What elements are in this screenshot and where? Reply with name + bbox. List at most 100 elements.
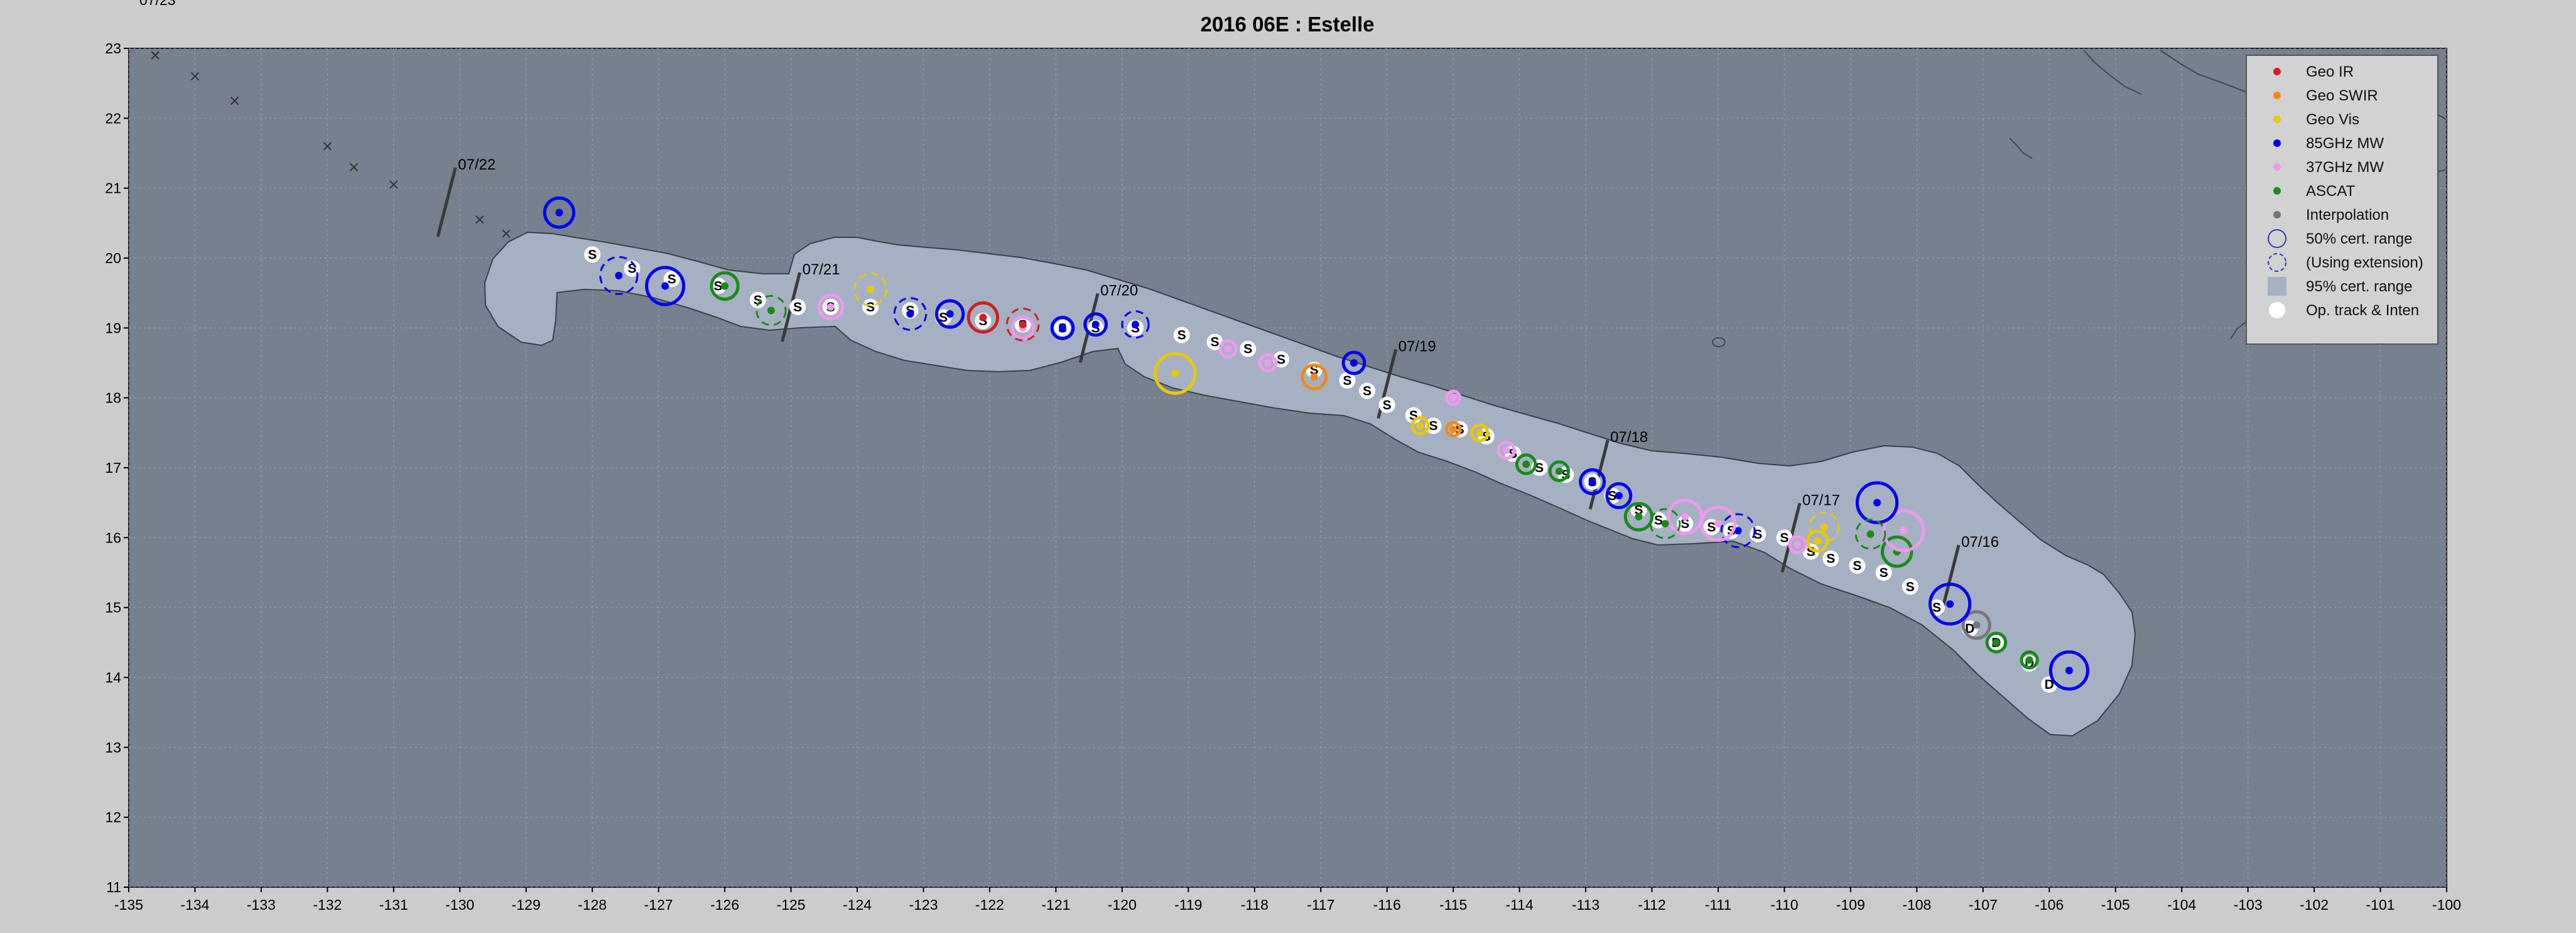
decay-x-mark [230,96,239,105]
op-track-dot [1902,578,1918,595]
x-tick-label: -135 [114,897,143,913]
op-track-intensity: S [1243,342,1252,357]
op-track-dot [1240,340,1257,357]
day-marker-label: 07/22 [458,156,495,173]
fix-dot-mw85 [906,310,914,318]
op-track-dot [1173,326,1190,343]
op-track-dot [624,260,641,277]
legend-label: 50% cert. range [2306,230,2412,247]
y-tick-label: 21 [105,180,121,197]
fix-dot-mw85 [946,310,954,318]
fix-dot-geo_swir [1449,425,1458,433]
y-tick-label: 14 [105,669,121,686]
y-tick-label: 22 [105,110,121,126]
plot-area [128,48,2447,888]
x-tick-label: -110 [1770,897,1798,913]
op-track-intensity: S [1853,559,1861,573]
fix-dot-mw37 [1224,345,1232,353]
fix-cert-circle-geo_swir [1301,363,1328,391]
x-tick-label: -106 [2035,897,2064,913]
x-tick-label: -100 [2432,897,2461,913]
legend-label: 85GHz MW [2306,135,2384,152]
x-tick-label: -124 [843,897,872,913]
x-tick-label: -121 [1041,897,1070,913]
x-tick-label: -130 [445,897,474,913]
fix-dot-ascat [1555,467,1563,475]
fix-cert-circle-mw85 [645,266,686,306]
fix-dot-geo_vis [1416,422,1424,430]
op-track-intensity: D [1965,622,1974,636]
fix-cert-circle-mw85 [1928,582,1972,626]
decay-x-mark [151,51,160,60]
fix-dot-mw85 [1131,320,1139,328]
fix-dot-geo_swir [1310,373,1318,381]
op-track-intensity: S [1608,489,1616,504]
fix-cert-circle-mw85 [1605,482,1633,510]
fix-dot-geo_ir [1019,320,1027,328]
legend-label: 95% cert. range [2306,278,2412,295]
fix-dot-geo_vis [1814,537,1822,545]
fix-cert-circle-mw85 [1341,350,1366,375]
op-track-intensity: S [1826,552,1835,566]
fix-cert-circle-mw37 [1788,535,1807,554]
op-track-intensity: S [939,311,948,325]
op-track-dot [1875,564,1892,581]
op-track-intensity: S [1210,335,1219,350]
fix-cert-circle-ascat [755,294,787,326]
fix-dot-mw37 [1449,394,1458,402]
x-tick-label: -120 [1108,897,1137,913]
op-track-intensity: S [1654,514,1663,528]
op-track-intensity: S [1780,531,1789,545]
fix-dot-mw85 [1091,320,1100,328]
op-track-dot [1425,418,1442,434]
op-track-intensity: S [793,300,802,315]
fix-cert-circle-mw37 [1667,499,1704,535]
x-tick-label: -126 [710,897,739,913]
legend-symbol-dot [2273,116,2281,123]
fix-cert-circle-geo_vis [853,272,887,306]
op-track-intensity: S [1363,384,1372,399]
fix-cert-circle-geo_vis [1410,416,1430,436]
legend-symbol-dot [2273,68,2281,75]
op-track-dot [789,298,806,315]
legend-symbol-dot [2273,139,2281,147]
fix-dot-mw85 [1058,324,1066,332]
x-axis-ticks: -135 -134 -133 -132 -131 -130 -129 -128 -127 -126… [114,887,2461,913]
fix-cert-circle-mw37 [1445,389,1462,406]
y-tick-label: 23 [105,40,121,57]
fix-cert-circle-mw85 [599,256,639,295]
op-track-intensity: D [2045,677,2054,692]
op-track-intensity: S [588,247,597,262]
legend-symbol-white-dot [2269,302,2285,318]
day-marker-tick [436,167,457,237]
day-marker-label: 07/18 [1610,429,1648,446]
fix-dot-mw37 [1794,541,1802,549]
op-track-intensity: S [1932,601,1941,615]
legend-symbol-dot [2273,187,2281,195]
x-tick-label: -102 [2300,897,2329,913]
x-tick-label: -105 [2101,897,2130,913]
fix-dot-mw85 [2065,666,2073,674]
fix-cert-circle-mw85 [1579,468,1606,495]
x-tick-label: -133 [247,897,276,913]
fix-cert-circle-ascat [1649,508,1681,539]
fix-dot-mw85 [661,282,669,290]
legend-symbol-dot [2273,211,2281,218]
op-track-dot [1822,550,1839,567]
y-tick-label: 20 [105,250,121,266]
op-track-dot [1339,372,1356,389]
fix-dot-geo_vis [1476,429,1484,437]
fix-cert-circle-mw37 [1258,353,1278,373]
legend-label: Geo Vis [2306,111,2359,128]
fix-dot-mw85 [615,271,623,279]
fix-dot-ascat [1522,460,1530,468]
op-track-intensity: S [1906,580,1915,594]
fix-cert-circle-interp [1961,610,1991,640]
fix-cert-circle-geo_ir [966,301,1000,334]
fix-cert-circle-geo_vis [1154,352,1197,395]
x-tick-label: -116 [1373,897,1401,913]
fix-cert-circle-ascat [1548,460,1571,482]
fix-cert-circle-geo_ir [1005,307,1040,342]
fix-dot-ascat [1992,639,2000,647]
fix-cert-circle-mw37 [817,293,845,321]
